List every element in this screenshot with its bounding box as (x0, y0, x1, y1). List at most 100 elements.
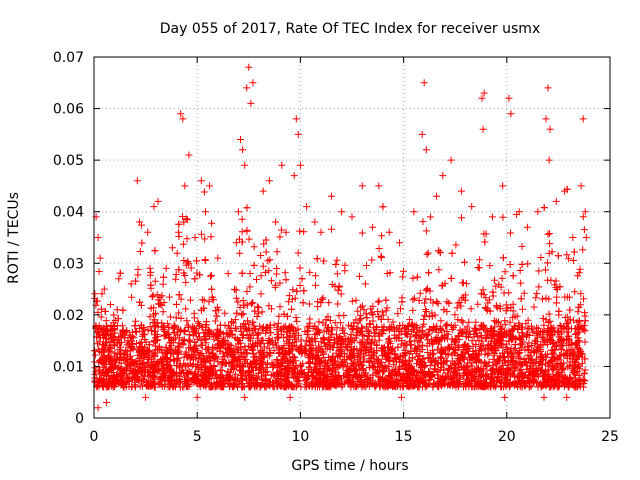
data-point (439, 372, 447, 380)
data-point (420, 380, 428, 388)
data-point (238, 215, 246, 223)
data-point (297, 342, 305, 350)
data-point (201, 362, 209, 370)
data-point (275, 312, 283, 320)
data-point (214, 331, 221, 339)
data-point (446, 345, 453, 353)
data-point (232, 294, 240, 302)
data-point (434, 371, 442, 379)
data-point (415, 383, 423, 391)
data-point (545, 230, 553, 237)
data-point (190, 344, 198, 352)
data-point (356, 316, 364, 324)
data-point (115, 345, 123, 353)
data-point (119, 326, 127, 334)
data-point (507, 229, 514, 237)
data-point (487, 383, 495, 391)
data-point (321, 359, 329, 367)
data-point (504, 358, 512, 366)
data-point (459, 355, 467, 363)
data-point (396, 322, 404, 330)
data-point (261, 369, 269, 376)
data-point (318, 295, 326, 303)
data-point (139, 375, 147, 383)
data-point (208, 285, 216, 293)
data-point (245, 235, 253, 243)
data-point (463, 345, 471, 353)
data-point (361, 280, 369, 288)
data-point (273, 323, 281, 331)
data-point (489, 370, 496, 378)
data-point (266, 256, 274, 264)
data-point (569, 257, 577, 264)
data-point (482, 363, 490, 371)
data-point (475, 337, 483, 345)
data-point (539, 372, 547, 380)
data-point (151, 331, 158, 339)
data-point (466, 354, 473, 362)
data-point (144, 355, 152, 363)
data-point (404, 323, 412, 330)
data-point (249, 299, 257, 307)
data-point (568, 378, 576, 386)
data-point (481, 359, 489, 367)
data-point (265, 344, 273, 352)
data-point (384, 343, 392, 351)
data-point (206, 365, 214, 373)
data-point (192, 354, 200, 362)
data-point (574, 323, 582, 331)
data-point (292, 364, 300, 372)
data-point (183, 369, 191, 377)
data-point (429, 383, 437, 391)
data-point (138, 239, 146, 247)
data-point (514, 350, 522, 358)
data-point (364, 379, 372, 386)
data-point (546, 374, 554, 382)
data-point (481, 238, 489, 246)
data-point (112, 362, 120, 370)
data-point (388, 346, 396, 354)
data-point (110, 311, 118, 319)
data-point (424, 330, 432, 338)
data-point (422, 295, 430, 303)
data-point (548, 248, 556, 256)
data-point (534, 324, 542, 332)
data-point (478, 347, 485, 355)
data-point (431, 357, 439, 365)
data-point (273, 270, 281, 278)
data-point (405, 356, 413, 364)
data-point (154, 359, 162, 367)
data-point (385, 337, 393, 345)
data-point (103, 323, 111, 331)
data-point (565, 324, 572, 332)
data-point (273, 248, 281, 256)
data-point (252, 325, 260, 333)
data-point (281, 269, 289, 277)
data-point (318, 347, 326, 355)
data-point (457, 302, 465, 310)
data-point (336, 333, 344, 341)
data-point (253, 276, 260, 283)
data-point (434, 360, 442, 368)
data-point (93, 328, 101, 336)
data-point (335, 337, 343, 345)
data-point (176, 362, 184, 370)
data-point (397, 305, 404, 313)
data-point (533, 289, 541, 297)
data-point (398, 328, 406, 335)
data-point (102, 317, 110, 325)
data-point (359, 302, 366, 310)
data-point (431, 365, 439, 373)
data-point (101, 307, 109, 315)
data-point (563, 328, 571, 336)
data-point (391, 378, 399, 386)
data-point (523, 343, 531, 351)
data-point (257, 290, 265, 298)
data-point (474, 364, 482, 372)
data-point (296, 343, 304, 351)
data-point (264, 361, 271, 368)
data-point (296, 282, 304, 289)
data-point (256, 383, 264, 391)
data-point (150, 365, 158, 373)
data-point (278, 344, 286, 352)
